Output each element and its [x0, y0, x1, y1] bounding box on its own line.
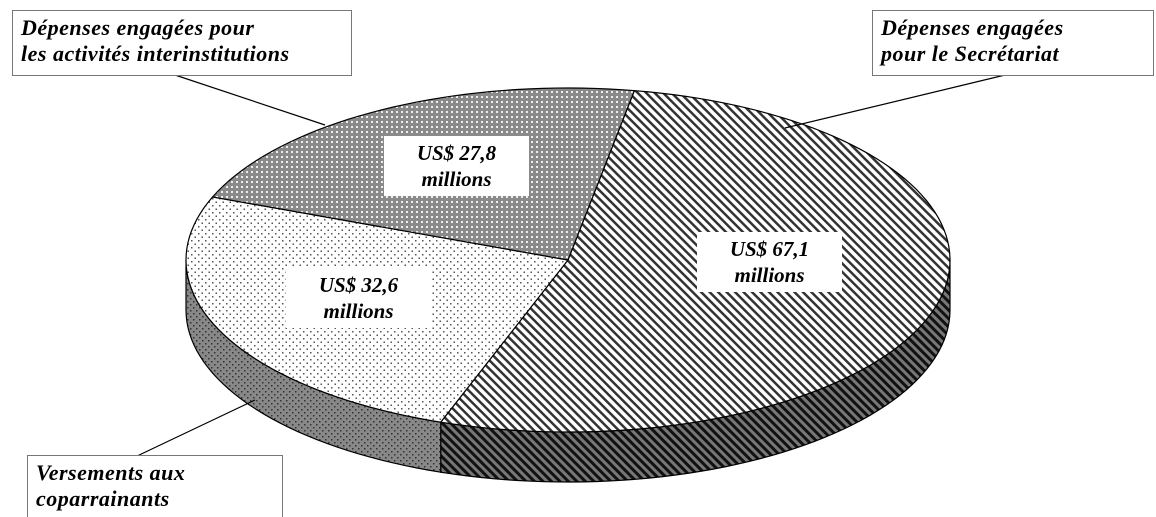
slice	[439, 89, 951, 433]
category-label: Dépenses engagées pour les activités int…	[12, 10, 352, 76]
leader-line	[174, 74, 326, 126]
value-label: US$ 27,8 millions	[384, 136, 529, 196]
leader-line	[134, 399, 256, 458]
category-label: Dépenses engagées pour le Secrétariat	[872, 10, 1154, 76]
value-label: US$ 67,1 millions	[697, 232, 842, 292]
leader-line	[784, 74, 1006, 129]
value-label: US$ 32,6 millions	[286, 268, 431, 328]
category-label: Versements aux coparrainants	[27, 455, 283, 517]
